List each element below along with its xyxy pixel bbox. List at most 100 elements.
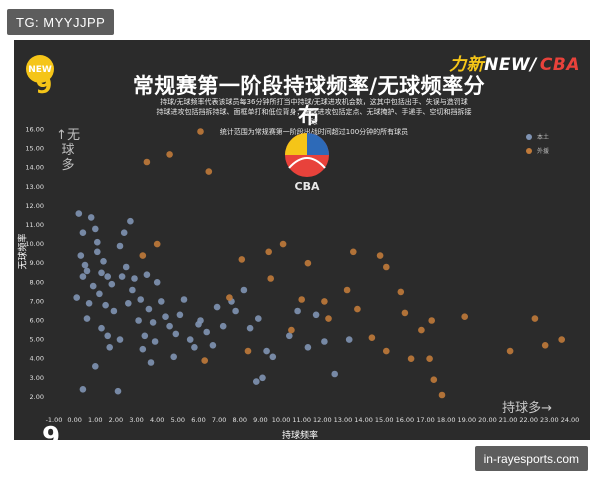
data-point-local <box>191 344 198 351</box>
y-tick-label: 7.00 <box>30 297 44 305</box>
data-point-local <box>253 378 260 385</box>
data-point-foreign <box>350 248 357 256</box>
data-point-local <box>81 261 89 269</box>
data-point-foreign <box>354 305 361 313</box>
data-point-local <box>116 242 124 250</box>
data-point-local <box>118 273 126 280</box>
data-point-local <box>219 322 227 330</box>
data-point-foreign <box>426 355 433 363</box>
data-point-foreign <box>438 391 446 399</box>
data-point-local <box>259 374 266 382</box>
x-tick-label: 24.00 <box>561 416 580 424</box>
data-point-local <box>114 387 122 395</box>
x-tick-label: 1.00 <box>88 416 102 424</box>
data-point-foreign <box>153 240 161 248</box>
x-tick-label: 13.00 <box>334 416 353 424</box>
y-tick-label: 10.00 <box>25 240 44 248</box>
data-point-local <box>110 307 118 315</box>
data-point-foreign <box>298 296 306 303</box>
data-point-local <box>104 273 111 280</box>
data-point-local <box>87 214 95 221</box>
data-point-local <box>331 370 339 378</box>
x-tick-label: 20.00 <box>478 416 497 424</box>
data-point-local <box>149 319 157 326</box>
data-point-foreign <box>279 240 287 248</box>
data-point-local <box>286 332 293 340</box>
data-point-foreign <box>226 294 233 301</box>
data-point-local <box>180 296 188 303</box>
data-point-local <box>79 273 87 280</box>
data-point-foreign <box>267 275 274 282</box>
data-point-local <box>209 342 217 349</box>
data-point-local <box>321 338 328 345</box>
data-point-local <box>162 313 169 321</box>
chart-legend: 本土 外援 <box>526 132 576 160</box>
data-point-local <box>94 238 101 246</box>
data-point-foreign <box>397 288 405 296</box>
data-point-local <box>73 294 80 301</box>
data-point-foreign <box>321 298 328 305</box>
data-point-local <box>147 359 155 366</box>
data-point-local <box>108 280 116 288</box>
svg-text:CBA: CBA <box>295 180 320 193</box>
x-tick-label: 0.00 <box>67 416 81 424</box>
y-tick-label: 5.00 <box>30 336 44 344</box>
data-point-local <box>85 300 93 307</box>
data-point-foreign <box>201 357 208 364</box>
x-tick-label: 6.00 <box>191 416 205 424</box>
data-point-foreign <box>430 376 438 384</box>
data-point-foreign <box>325 315 332 322</box>
y-tick-label: 9.00 <box>30 259 44 267</box>
data-point-local <box>102 301 109 309</box>
brand-logo: 力新NEW/CBA <box>449 55 580 75</box>
data-point-local <box>75 210 83 217</box>
data-point-local <box>240 286 248 294</box>
data-point-local <box>116 336 124 343</box>
y-tick-label: 2.00 <box>30 393 44 401</box>
chart-panel: NEW 9 力新NEW/CBA 常规赛第一阶段持球频率/无球频率分布 持球/无球… <box>14 40 590 440</box>
x-tick-label: 8.00 <box>233 416 247 424</box>
data-point-local <box>106 344 113 351</box>
y-tick-label: 15.00 <box>25 145 44 153</box>
data-point-local <box>158 298 165 305</box>
data-point-local <box>129 286 136 294</box>
y-tick-label: 13.00 <box>25 183 44 191</box>
x-tick-label: 17.00 <box>416 416 435 424</box>
data-point-local <box>246 324 254 332</box>
x-tick-label: 12.00 <box>313 416 332 424</box>
annotation-more-onball: 持球多→ <box>502 401 552 416</box>
y-tick-label: 4.00 <box>30 355 44 363</box>
x-tick-label: 2.00 <box>109 416 123 424</box>
data-point-local <box>139 345 147 353</box>
data-point-foreign <box>376 252 384 259</box>
data-point-foreign <box>541 342 549 349</box>
data-point-local <box>135 317 142 324</box>
chart-subtitle: 持球/无球频率代表该球员每36分钟所打当中持球/无球进攻机会数，这其中包括出手、… <box>156 98 472 136</box>
data-point-foreign <box>428 317 436 324</box>
watermark-tag: TG: MYYJJPP <box>7 9 115 35</box>
data-point-local <box>255 315 262 322</box>
data-point-local <box>79 386 87 393</box>
data-point-local <box>98 269 105 277</box>
x-tick-label: -1.00 <box>46 416 63 424</box>
data-point-local <box>83 267 91 275</box>
chart-title: 常规赛第一阶段持球频率/无球频率分布 <box>132 74 486 128</box>
data-point-foreign <box>143 158 151 166</box>
legend-item-foreign: 外援 <box>526 146 576 155</box>
new9-logo-text: NEW <box>28 65 52 75</box>
data-point-foreign <box>407 355 415 363</box>
data-point-local <box>213 303 221 311</box>
y-tick-label: 8.00 <box>30 278 44 286</box>
data-point-foreign <box>531 315 539 322</box>
data-point-foreign <box>343 286 351 294</box>
corner-digit: 9 <box>42 422 61 440</box>
data-point-local <box>312 311 320 319</box>
data-point-local <box>125 300 132 307</box>
legend-item-local: 本土 <box>526 132 576 141</box>
data-point-foreign <box>197 128 204 135</box>
data-point-local <box>151 338 159 345</box>
data-point-foreign <box>383 347 390 355</box>
data-point-local <box>143 271 151 278</box>
data-point-local <box>137 296 144 303</box>
data-point-local <box>92 363 99 370</box>
